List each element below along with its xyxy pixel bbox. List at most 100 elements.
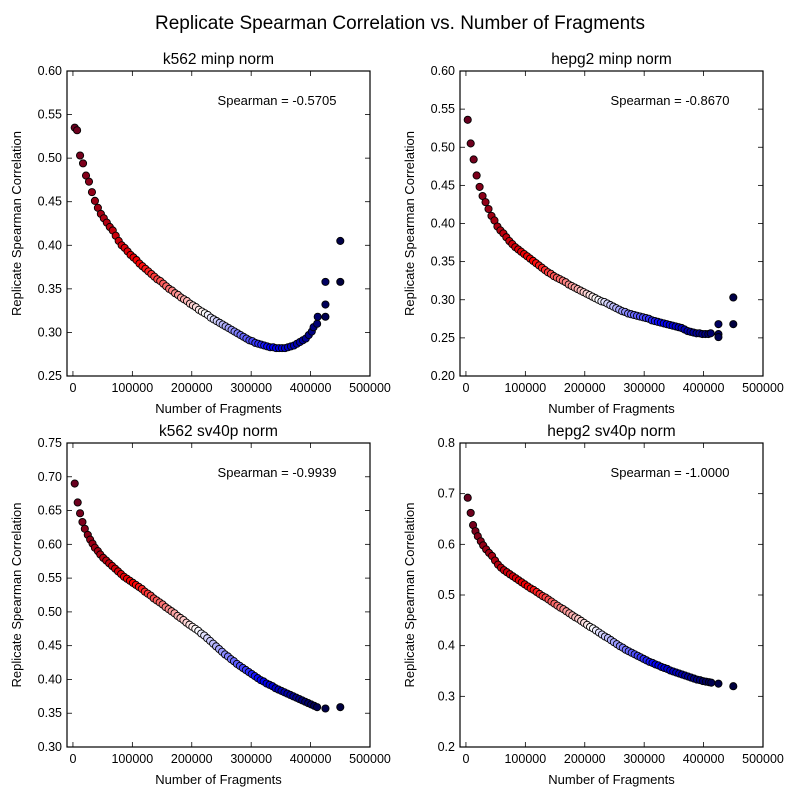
x-tick-label: 100000 (504, 381, 546, 395)
y-tick-label: 0.2 (438, 740, 455, 754)
data-point (73, 498, 82, 507)
data-point (321, 312, 330, 321)
data-point (90, 196, 99, 205)
y-tick-label: 0.25 (431, 331, 455, 345)
x-tick-label: 300000 (230, 752, 272, 766)
plot-area (459, 442, 764, 748)
plot-area (66, 442, 371, 748)
data-point (78, 159, 88, 168)
x-tick-label: 400000 (290, 752, 332, 766)
x-axis-label: Number of Fragments (155, 772, 282, 787)
spearman-annotation: Spearman = -1.0000 (611, 465, 730, 480)
y-tick-label: 0.55 (431, 102, 455, 116)
x-tick-label: 0 (462, 752, 469, 766)
x-tick-label: 0 (69, 752, 76, 766)
y-tick-label: 0.45 (38, 639, 62, 653)
y-axis-label: Replicate Spearman Correlation (9, 131, 24, 316)
y-tick-label: 0.3 (438, 689, 455, 703)
x-tick-label: 500000 (742, 752, 784, 766)
data-point (729, 320, 738, 329)
data-point (484, 204, 493, 214)
y-tick-label: 0.60 (38, 64, 62, 78)
data-point (78, 517, 87, 527)
data-point (73, 126, 82, 135)
data-point (466, 508, 475, 517)
data-point (336, 236, 345, 245)
x-axis-label: Number of Fragments (548, 772, 675, 787)
y-tick-label: 0.45 (38, 195, 62, 209)
data-point (76, 509, 85, 518)
y-tick-label: 0.25 (38, 369, 62, 383)
y-tick-label: 0.35 (38, 706, 62, 720)
data-point (76, 151, 85, 160)
subplot-2: hepg2 minp norm 0 100000 200000 300000 400000… (402, 51, 784, 416)
data-point (475, 182, 484, 191)
y-tick-label: 0.35 (431, 255, 455, 269)
x-tick-label: 0 (69, 381, 76, 395)
data-point (321, 300, 330, 309)
data-point (481, 198, 490, 207)
x-tick-label: 300000 (623, 381, 665, 395)
subplot-title: k562 sv40p norm (159, 423, 278, 440)
y-tick-label: 0.4 (438, 639, 455, 653)
y-tick-label: 0.55 (38, 571, 62, 585)
x-axis-label: Number of Fragments (155, 401, 282, 416)
x-tick-label: 300000 (230, 381, 272, 395)
data-point (463, 493, 472, 502)
data-point (714, 333, 723, 342)
data-point (472, 171, 481, 180)
x-tick-label: 0 (462, 381, 469, 395)
spearman-annotation: Spearman = -0.5705 (218, 93, 337, 108)
subplot-4: hepg2 sv40p norm 0 100000 200000 300000 40000… (402, 423, 784, 787)
y-tick-label: 0.30 (431, 293, 455, 307)
y-tick-label: 0.6 (438, 537, 455, 551)
data-point (313, 319, 322, 328)
plot-area (66, 70, 371, 377)
spearman-annotation: Spearman = -0.8670 (611, 93, 730, 108)
data-point (70, 479, 79, 488)
x-tick-label: 200000 (171, 381, 213, 395)
data-point (466, 139, 475, 148)
x-tick-label: 100000 (111, 752, 153, 766)
subplot-1: k562 minp norm 0 100000 200000 300000 400000 5… (9, 51, 391, 416)
y-tick-label: 0.30 (38, 325, 62, 339)
y-tick-label: 0.70 (38, 470, 62, 484)
data-point (336, 703, 345, 712)
data-point (714, 679, 723, 688)
y-tick-label: 0.75 (38, 436, 62, 450)
y-tick-label: 0.50 (431, 140, 455, 154)
x-tick-label: 200000 (564, 381, 606, 395)
x-tick-label: 400000 (683, 381, 725, 395)
subplot-title: hepg2 minp norm (551, 51, 672, 68)
y-tick-label: 0.45 (431, 178, 455, 192)
x-axis-label: Number of Fragments (548, 401, 675, 416)
data-point (84, 177, 94, 186)
subplot-3: k562 sv40p norm 0 100000 200000 300000 400000… (9, 423, 391, 787)
y-tick-label: 0.7 (438, 487, 455, 501)
subplot-title: hepg2 sv40p norm (547, 423, 675, 440)
data-point (714, 320, 723, 329)
x-tick-label: 200000 (564, 752, 606, 766)
data-point (313, 312, 322, 321)
data-point (463, 115, 472, 124)
y-tick-label: 0.20 (431, 369, 455, 383)
data-point (729, 293, 738, 302)
x-tick-label: 300000 (623, 752, 665, 766)
x-tick-label: 400000 (683, 752, 725, 766)
y-tick-label: 0.30 (38, 740, 62, 754)
y-tick-label: 0.8 (438, 436, 455, 450)
data-point (469, 155, 478, 164)
spearman-annotation: Spearman = -0.9939 (218, 465, 337, 480)
data-point (321, 277, 330, 286)
y-axis-label: Replicate Spearman Correlation (402, 503, 417, 688)
y-tick-label: 0.65 (38, 504, 62, 518)
y-tick-label: 0.40 (431, 217, 455, 231)
figure-title: Replicate Spearman Correlation vs. Numbe… (155, 13, 645, 34)
y-tick-label: 0.35 (38, 282, 62, 296)
x-tick-label: 500000 (742, 381, 784, 395)
x-tick-label: 500000 (349, 381, 391, 395)
plot-area (459, 70, 764, 377)
y-axis-label: Replicate Spearman Correlation (402, 131, 417, 316)
data-point (336, 277, 345, 286)
y-tick-label: 0.55 (38, 108, 62, 122)
